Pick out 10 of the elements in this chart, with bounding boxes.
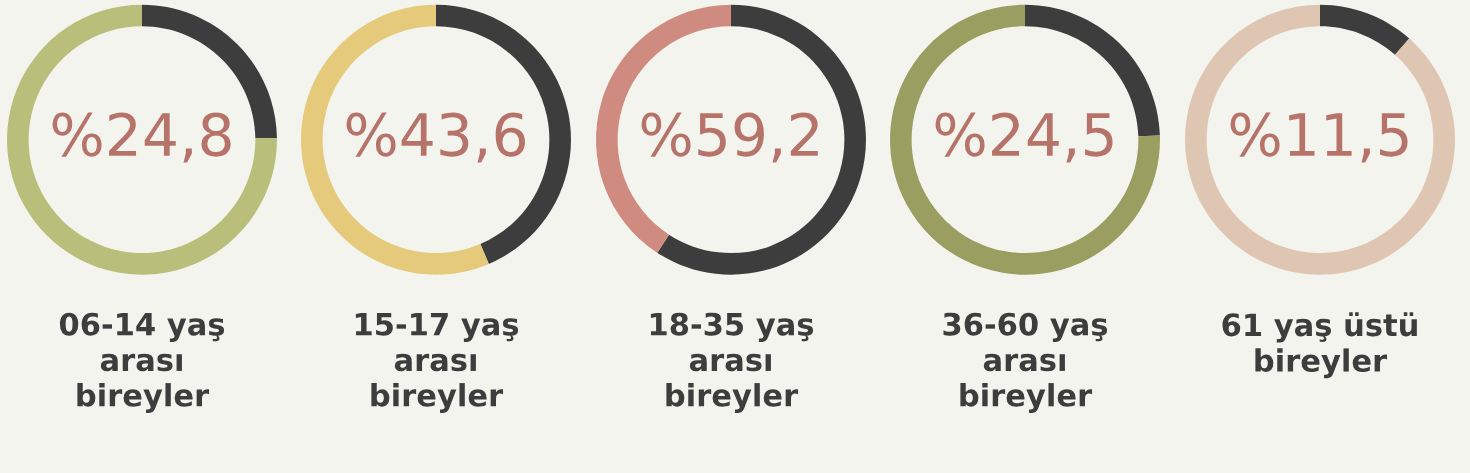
text: 36-60 yaş arası bireyler [943,312,1108,413]
text: 18-35 yaş arası bireyler [650,312,814,413]
text: %43,6 [346,112,525,163]
text: 06-14 yaş arası bireyler [59,312,225,413]
text: %59,2 [641,112,818,163]
text: %24,8 [52,112,231,163]
text: %11,5 [1230,112,1408,163]
text: 61 yaş üstü bireyler [1222,312,1417,379]
text: 15-17 yaş arası bireyler [355,313,519,413]
text: %24,5 [935,112,1113,163]
